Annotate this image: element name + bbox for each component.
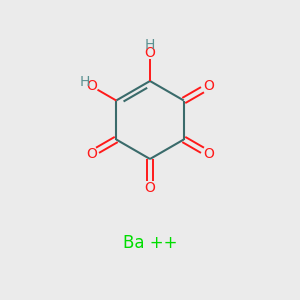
Text: O: O <box>145 46 155 60</box>
Text: H: H <box>80 76 90 89</box>
Text: O: O <box>86 80 97 93</box>
Text: O: O <box>203 147 214 161</box>
Text: Ba ++: Ba ++ <box>123 234 177 252</box>
Text: O: O <box>203 79 214 93</box>
Text: O: O <box>145 181 155 195</box>
Text: H: H <box>145 38 155 52</box>
Text: O: O <box>86 147 97 161</box>
